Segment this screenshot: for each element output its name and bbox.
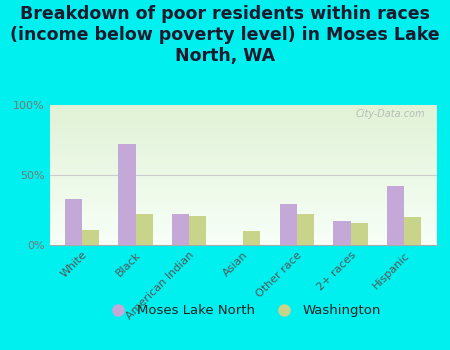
Bar xyxy=(118,144,135,245)
Legend: Moses Lake North, Washington: Moses Lake North, Washington xyxy=(100,299,386,322)
Bar xyxy=(333,221,351,245)
Bar xyxy=(279,204,297,245)
Bar xyxy=(297,214,314,245)
Bar xyxy=(64,199,82,245)
Bar xyxy=(243,231,260,245)
Text: City-Data.com: City-Data.com xyxy=(355,109,425,119)
Bar xyxy=(351,223,368,245)
Bar xyxy=(189,216,207,245)
Bar xyxy=(404,217,422,245)
Bar xyxy=(172,214,189,245)
Bar xyxy=(387,186,404,245)
Bar xyxy=(82,230,99,245)
Text: Breakdown of poor residents within races
(income below poverty level) in Moses L: Breakdown of poor residents within races… xyxy=(10,5,440,65)
Bar xyxy=(135,214,153,245)
